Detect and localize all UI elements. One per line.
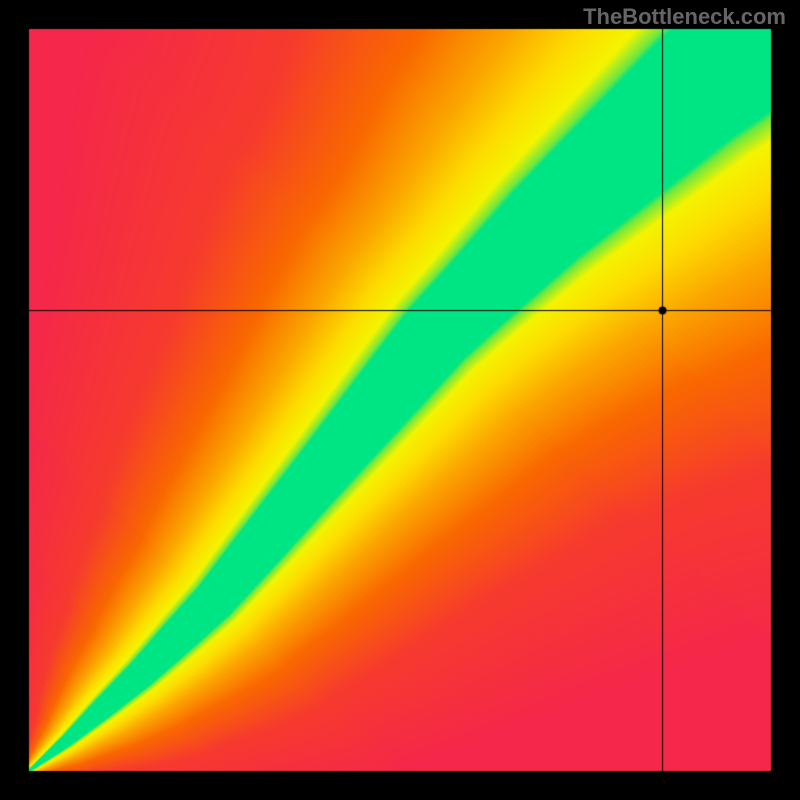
watermark-label: TheBottleneck.com <box>583 4 786 30</box>
chart-container: TheBottleneck.com <box>0 0 800 800</box>
bottleneck-heatmap <box>0 0 800 800</box>
